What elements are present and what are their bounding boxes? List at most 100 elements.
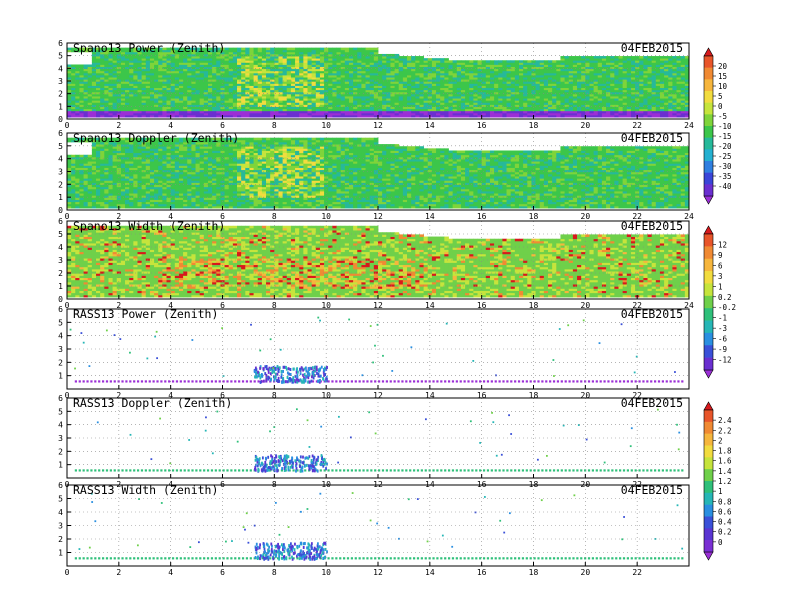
heat-cell [630,56,636,59]
heat-cell [228,83,234,86]
heat-cell [253,85,259,89]
heat-cell [83,79,89,82]
heat-cell [319,70,325,74]
heat-cell [353,53,358,57]
heat-cell [249,53,254,57]
heat-cell [112,60,118,63]
heat-cell [340,75,346,78]
heat-cell [212,100,217,103]
heat-cell [253,91,259,95]
heat-cell [241,53,246,57]
heat-cell [199,47,205,51]
heat-cell [178,98,184,101]
heat-cell [261,110,267,114]
heat-cell [71,112,76,116]
heat-cell [158,87,163,91]
heat-cell [133,81,138,84]
heat-cell [241,87,246,91]
heat-cell [390,53,395,57]
x-tick-label: 6 [220,121,225,130]
heat-cell [266,47,271,51]
heat-cell [100,108,105,112]
heat-cell [216,112,221,116]
heat-cell [104,104,109,107]
heat-cell [245,66,250,70]
heat-cell [195,64,201,67]
heat-cell [270,68,275,72]
heat-cell [216,51,221,55]
heat-cell [158,89,163,93]
heat-cell [100,112,105,116]
heat-cell [112,47,118,51]
heat-cell [245,77,250,80]
heat-cell [100,49,105,53]
heat-cell [340,77,346,80]
heat-cell [174,66,180,70]
heat-cell [96,106,101,110]
heat-cell [203,115,209,118]
heat-cell [174,75,180,78]
heat-cell [154,68,159,72]
heat-cell [261,87,267,91]
heat-cell [149,115,155,118]
heat-cell [141,112,147,116]
heat-cell [108,47,114,51]
heat-cell [203,79,209,82]
heat-cell [183,110,188,114]
heat-cell [282,87,288,91]
heat-cell [253,102,259,105]
heat-cell [133,47,138,51]
heat-cell [207,68,213,72]
heat-cell [129,102,134,105]
heat-cell [212,83,217,86]
heat-cell [170,53,176,57]
heat-cell [245,79,250,82]
heat-cell [207,98,213,101]
heat-cell [125,110,130,114]
heat-cell [274,49,279,53]
heat-cell [348,49,354,53]
heat-cell [527,60,532,63]
heat-cell [71,102,76,105]
heat-cell [336,75,342,78]
heat-cell [299,62,304,65]
heat-cell [228,100,234,103]
heat-cell [183,62,188,65]
heat-cell [253,89,259,93]
heat-cell [91,53,97,57]
heat-cell [651,56,657,59]
heat-cell [137,60,143,63]
heat-cell [564,56,570,59]
heat-cell [91,91,97,95]
heat-cell [340,96,346,99]
heat-cell [145,75,151,78]
heat-cell [357,85,362,89]
heat-cell [344,77,350,80]
heat-cell [83,77,89,80]
heat-cell [112,93,118,97]
heat-cell [120,98,126,101]
heat-cell [207,47,213,51]
heat-cell [348,87,354,91]
heat-cell [245,75,250,78]
heat-cell [141,115,147,118]
heat-cell [158,64,163,67]
heat-cell [261,102,267,105]
heat-cell [133,115,138,118]
heat-cell [207,83,213,86]
heat-cell [328,110,333,114]
heat-cell [324,68,329,72]
heat-cell [348,89,354,93]
heat-cell [253,100,259,103]
heat-cell [481,60,487,63]
y-tick-label: 1 [58,102,63,111]
heat-cell [245,106,250,110]
heat-cell [274,58,279,61]
heat-cell [91,112,97,116]
heat-cell [328,87,333,91]
heat-cell [336,49,342,53]
heat-cell [187,102,192,105]
heat-cell [266,53,271,57]
heat-cell [166,68,172,72]
heat-cell [120,106,126,110]
